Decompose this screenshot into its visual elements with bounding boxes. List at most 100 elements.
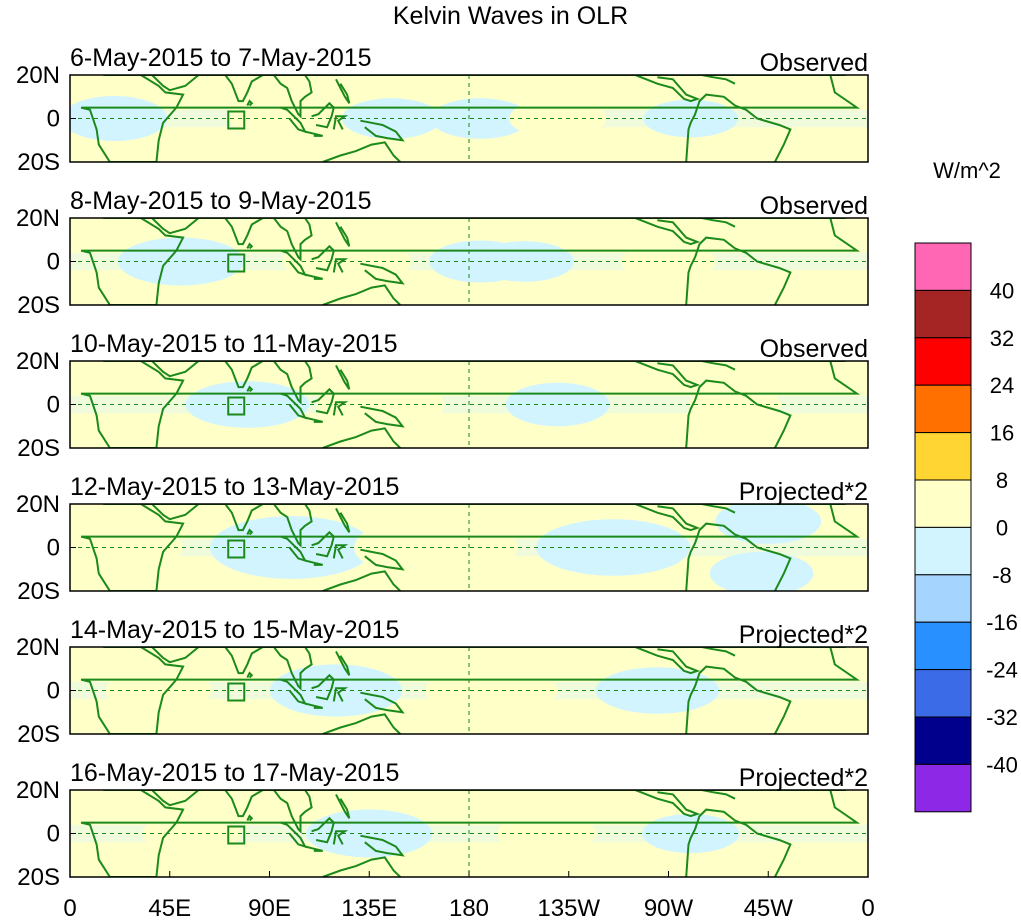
- india-outline: [224, 75, 264, 103]
- colorbar-swatch: [914, 242, 972, 291]
- philippines-outline: [335, 507, 351, 533]
- borneo-outline: [311, 244, 335, 272]
- south-america-outline: [685, 808, 792, 877]
- lon-label: 0: [63, 895, 76, 920]
- south-america-outline: [685, 522, 792, 591]
- coastlines: [80, 504, 861, 591]
- central-america-outline: [634, 75, 701, 103]
- contour-level: [643, 99, 738, 138]
- coastlines: [80, 647, 861, 734]
- australia-outline: [322, 713, 401, 734]
- new-guinea-outline: [360, 548, 405, 571]
- colorbar: W/m^2 40 32 24 16 8 0 -8 -16 -24 -32 -40: [914, 158, 1018, 813]
- colorbar-level-label: 8: [996, 468, 1008, 493]
- caribbean-outline: [701, 647, 736, 657]
- sri-lanka-outline: [246, 99, 254, 107]
- new-guinea-outline: [360, 691, 405, 714]
- anomaly-3: [354, 516, 518, 579]
- indochina-outline: [273, 361, 313, 405]
- lat-label: 20S: [17, 149, 60, 176]
- colorbar-swatch: [914, 337, 972, 386]
- lon-label: 0: [861, 895, 874, 920]
- anomaly-7: [643, 99, 738, 138]
- lat-label: 20N: [16, 348, 60, 375]
- central-america-outline: [634, 647, 701, 675]
- india-outline: [224, 361, 264, 389]
- colorbar-level-label: -32: [986, 705, 1018, 730]
- lon-label: 45W: [744, 895, 794, 920]
- indochina-outline: [273, 790, 313, 834]
- reference-box: [227, 253, 246, 273]
- anomaly-2: [210, 516, 374, 579]
- australia-outline: [322, 570, 401, 591]
- colorbar-swatch: [914, 479, 972, 528]
- colorbar-level-label: 32: [990, 326, 1014, 351]
- contour-level: [709, 551, 814, 591]
- australia-outline: [322, 856, 401, 877]
- colorbar-swatch: [914, 763, 972, 813]
- panel-type: Observed: [760, 49, 868, 77]
- contour-level: [715, 504, 822, 544]
- sri-lanka-outline: [246, 242, 254, 250]
- lon-label: 180: [449, 895, 489, 920]
- reference-box: [227, 539, 246, 559]
- australia-outline: [322, 141, 401, 162]
- contour-level: [283, 236, 412, 287]
- philippines-outline: [335, 364, 351, 390]
- contour-level: [425, 664, 558, 717]
- philippines-outline: [335, 793, 351, 819]
- panel-1: 20N 0 20S 6-May-2015 to 7-May-2015 Observed: [16, 44, 869, 176]
- sumatra-outline: [280, 249, 308, 277]
- sulawesi-outline: [332, 544, 349, 559]
- philippines-outline: [335, 221, 351, 247]
- colorbar-level-label: -40: [986, 752, 1018, 777]
- indochina-outline: [273, 504, 313, 548]
- contour-level: [117, 237, 244, 286]
- panel-3: 20N 0 20S 10-May-2015 to 11-May-2015 Observe…: [16, 330, 869, 462]
- java-outline: [304, 845, 323, 852]
- panel-6: 20N 0 20S 16-May-2015 to 17-May-2015 Project…: [16, 759, 869, 891]
- lat-label: 0: [47, 535, 60, 562]
- philippines-outline: [335, 78, 351, 104]
- coastlines: [80, 75, 861, 162]
- caribbean-outline: [701, 504, 736, 514]
- java-outline: [304, 273, 323, 280]
- new-guinea-outline: [360, 405, 405, 428]
- anomaly-4: [642, 813, 740, 854]
- new-guinea-outline: [360, 262, 405, 285]
- colorbar-level-label: -8: [992, 563, 1012, 588]
- arabia-outline: [151, 647, 200, 664]
- colorbar-swatch: [914, 526, 972, 576]
- lon-label: 90W: [644, 895, 694, 920]
- panel-2: 20N 0 20S 8-May-2015 to 9-May-2015 Observed: [16, 187, 869, 319]
- central-america-outline: [634, 790, 701, 818]
- colorbar-title: W/m^2: [933, 158, 1001, 183]
- borneo-outline: [311, 673, 335, 701]
- lat-label: 20N: [16, 777, 60, 804]
- java-outline: [304, 130, 323, 137]
- panel-type: Projected*2: [739, 764, 868, 792]
- caribbean-outline: [701, 75, 736, 85]
- panel-4: 20N 0 20S 12-May-2015 to 13-May-2015 Project…: [16, 473, 869, 605]
- lat-label: 20N: [16, 634, 60, 661]
- new-guinea-outline: [360, 834, 405, 857]
- lat-label: 0: [47, 249, 60, 276]
- philippines-outline: [335, 650, 351, 676]
- lat-label: 20S: [17, 864, 60, 891]
- sri-lanka-outline: [246, 671, 254, 679]
- arabia-outline: [151, 504, 200, 521]
- sulawesi-outline: [332, 401, 349, 416]
- sumatra-outline: [280, 821, 308, 849]
- colorbar-swatch: [914, 716, 972, 765]
- lat-label: 0: [47, 106, 60, 133]
- panel-type: Observed: [760, 192, 868, 220]
- borneo-outline: [311, 530, 335, 558]
- africa-outline: [80, 647, 861, 734]
- lon-label: 45E: [148, 895, 191, 920]
- lat-label: 0: [47, 392, 60, 419]
- lon-label: 135W: [537, 895, 600, 920]
- australia-outline: [322, 284, 401, 305]
- caribbean-outline: [701, 218, 736, 228]
- central-america-outline: [634, 361, 701, 389]
- panel-period: 8-May-2015 to 9-May-2015: [70, 187, 372, 215]
